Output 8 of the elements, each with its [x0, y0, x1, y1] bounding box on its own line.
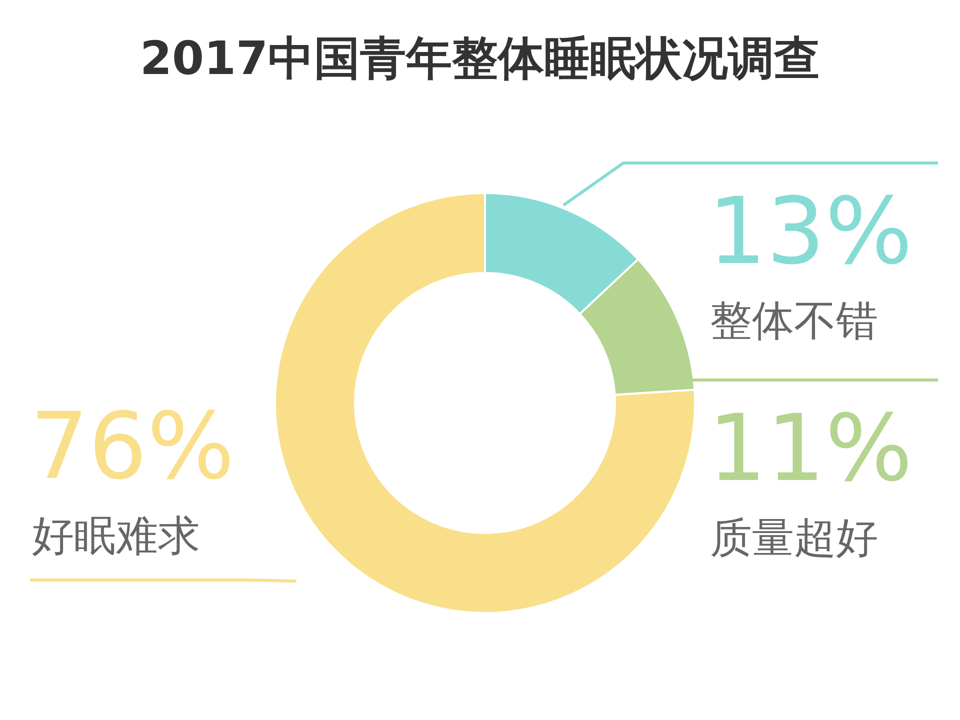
data-label: 11%	[708, 395, 912, 502]
data-label: 76%	[30, 393, 234, 500]
slice-label: 质量超好	[710, 513, 878, 562]
data-label: 13%	[708, 178, 912, 285]
donut-slice	[274, 192, 696, 614]
slice-label: 整体不错	[710, 296, 878, 345]
slice-label: 好眠难求	[32, 511, 200, 560]
chart-title: 2017中国青年整体睡眠状况调查	[138, 30, 822, 87]
